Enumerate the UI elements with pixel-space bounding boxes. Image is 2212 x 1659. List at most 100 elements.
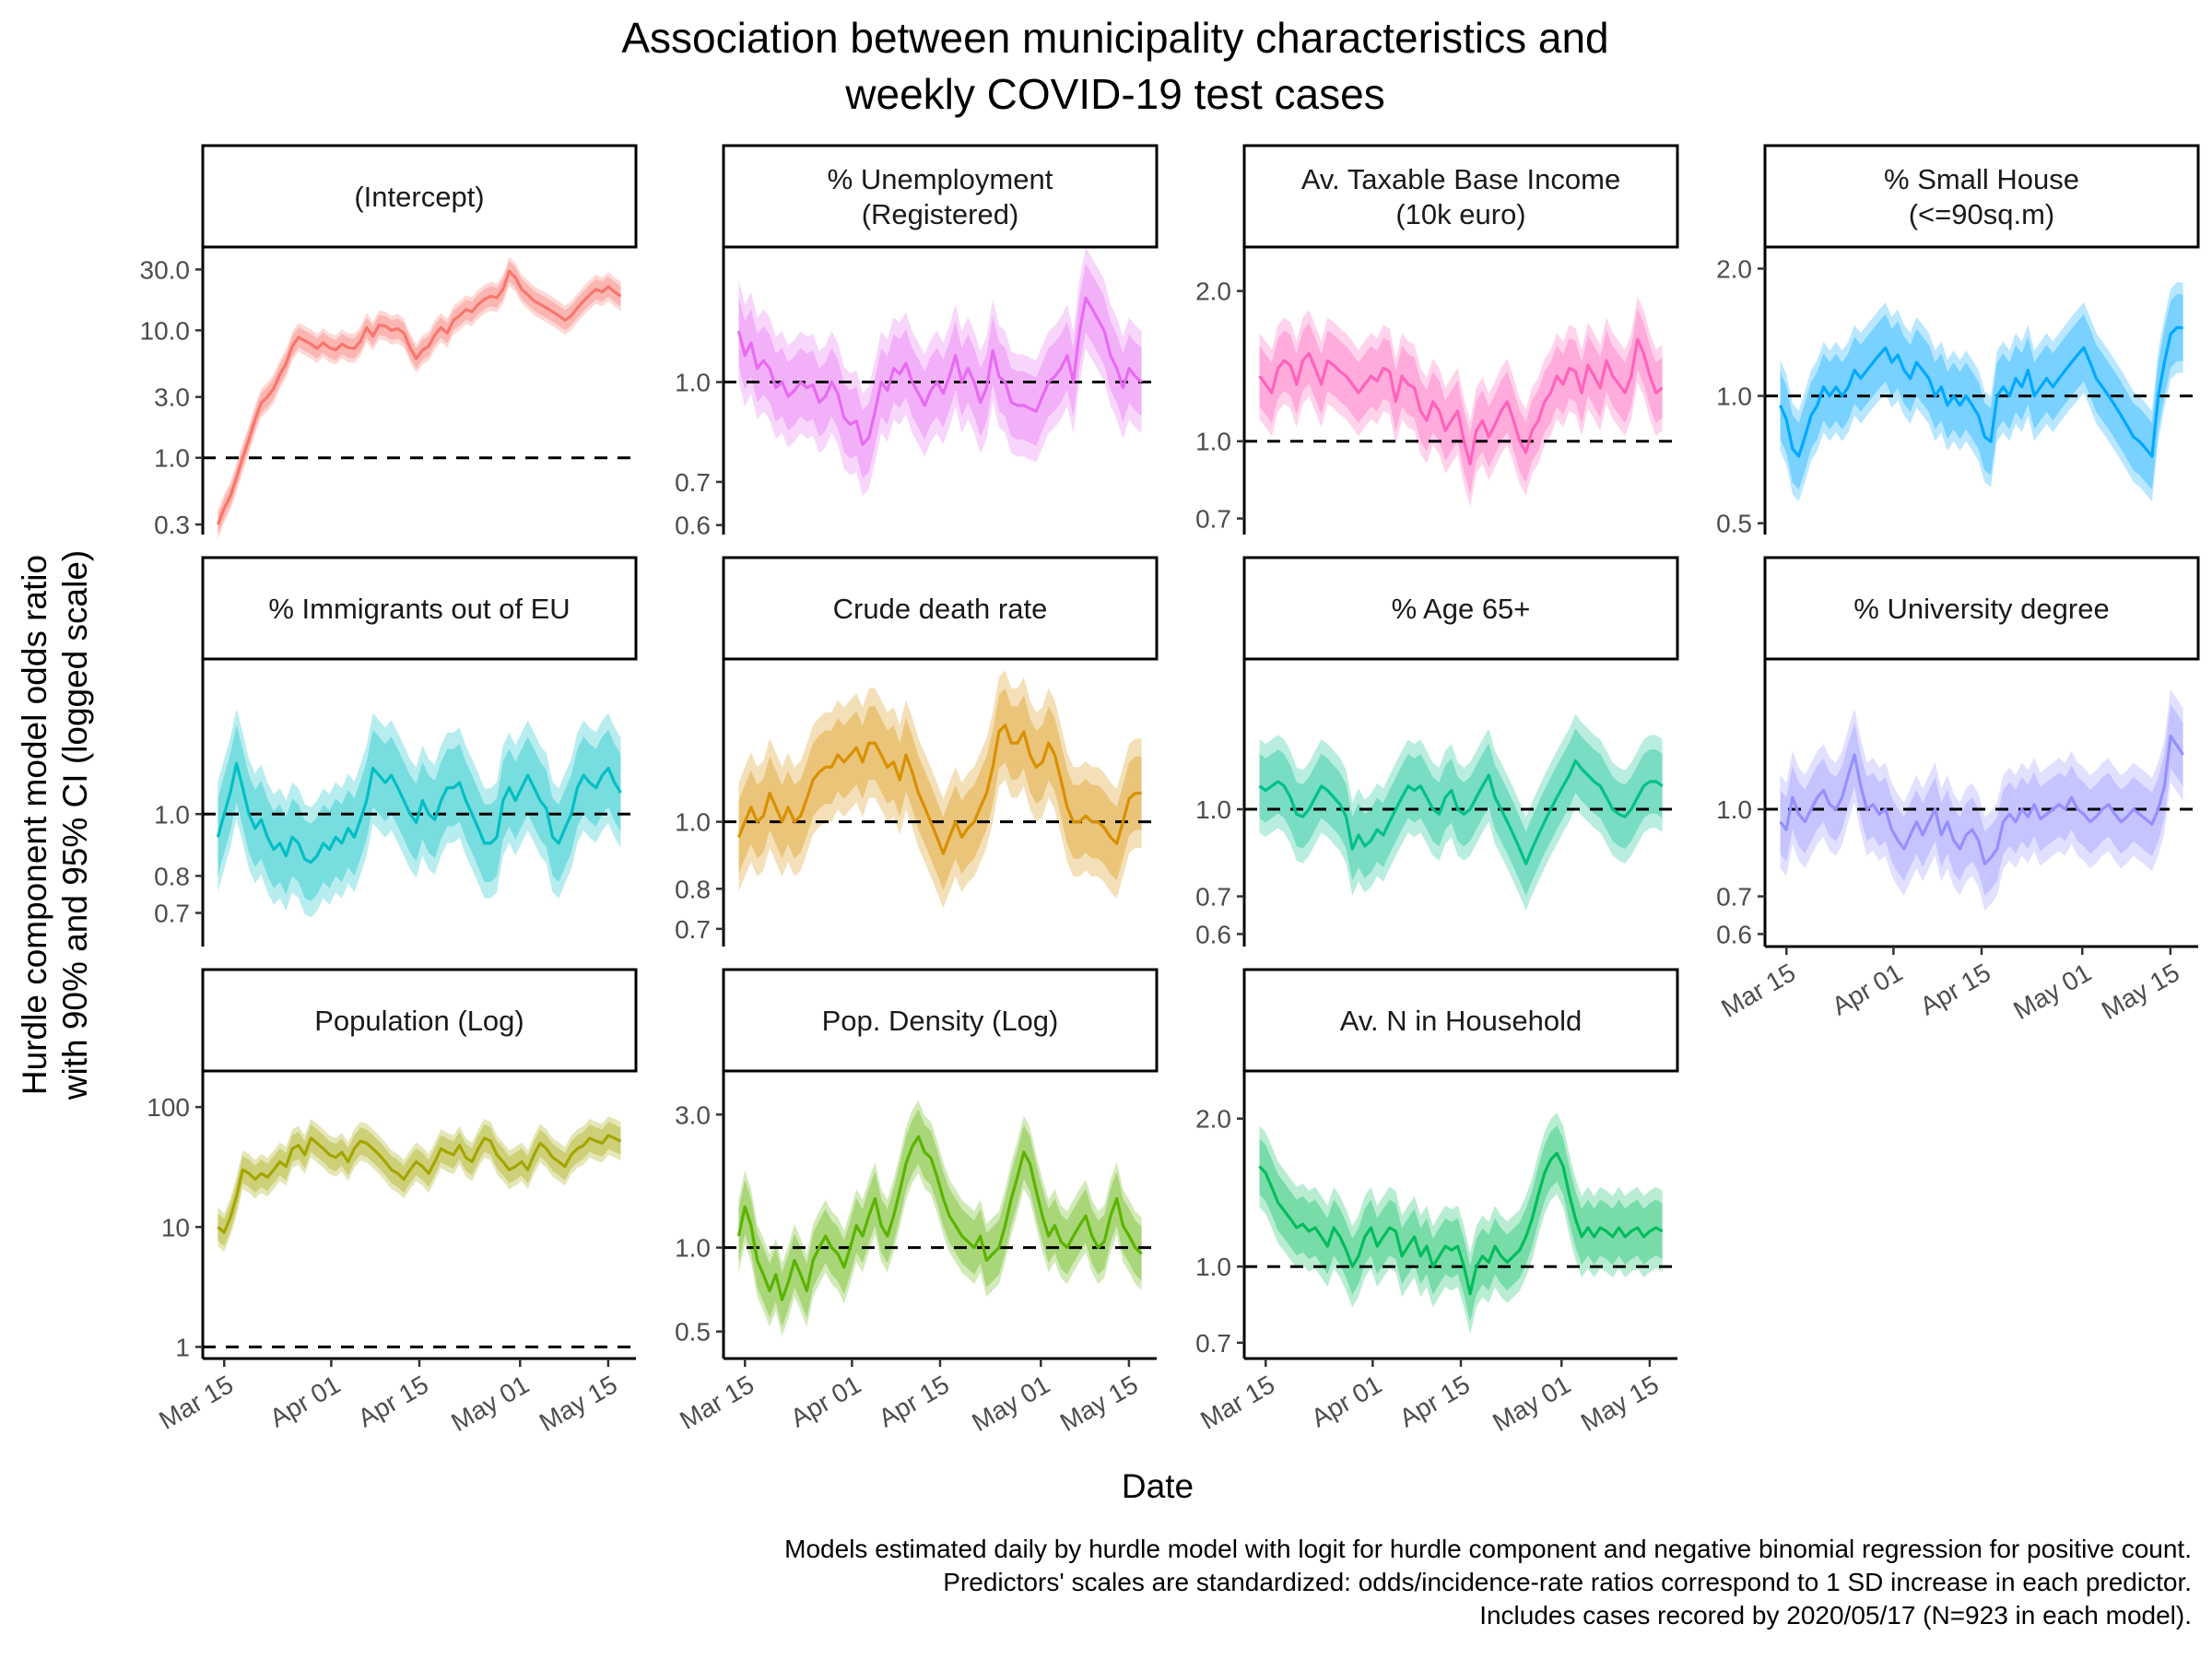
y-tick-label: 0.7	[1716, 883, 1752, 912]
y-tick-label: 0.3	[154, 511, 190, 539]
panel-strip-label: Crude death rate	[833, 593, 1048, 625]
y-tick-label: 1.0	[1195, 795, 1231, 824]
y-axis-title-line-2: with 90% and 95% CI (logged scale)	[56, 550, 94, 1100]
y-tick-label: 1	[175, 1333, 190, 1361]
y-tick-label: 0.7	[1195, 505, 1231, 534]
estimate-line	[1258, 337, 1664, 466]
chart-title-line-1: Association between municipality charact…	[621, 14, 1608, 62]
estimate-line	[217, 1134, 622, 1234]
panel-strip-label: (<=90sq.m)	[1909, 198, 2055, 230]
panel-strip-label: % Small House	[1884, 163, 2079, 195]
estimate-line	[1779, 734, 2184, 865]
panel-strip-box	[722, 144, 1159, 249]
panel-3: Av. Taxable Base Income(10k euro) 0.7 1.0 2…	[1195, 144, 1679, 535]
y-tick-label: 0.8	[154, 862, 190, 890]
estimate-line	[736, 296, 1143, 446]
y-tick-label: 100	[147, 1093, 190, 1122]
y-tick-label: 1.0	[154, 444, 190, 473]
y-tick-label: 0.8	[675, 875, 711, 903]
ci90-band	[218, 1122, 621, 1247]
panel-strip-label: Population (Log)	[314, 1005, 524, 1037]
estimate-line	[737, 724, 1142, 855]
y-tick-label: 0.7	[675, 915, 711, 944]
y-tick-label: 0.7	[675, 468, 711, 497]
ci95-band	[1780, 282, 2183, 502]
panel-strip-box	[201, 556, 638, 661]
y-tick-label: 2.0	[1195, 1105, 1231, 1134]
panel-strip-box	[1763, 556, 2200, 661]
y-tick-label: 30.0	[140, 255, 191, 284]
panel-1: (Intercept) 0.3 1.0 3.0 10.0 30.0	[140, 144, 638, 539]
panel-strip-label: % University degree	[1853, 593, 2109, 625]
panel-strip-box	[1242, 968, 1679, 1073]
y-axis-title: Hurdle component model odds ratio with 9…	[16, 550, 94, 1100]
panel-strip-box	[722, 968, 1159, 1073]
y-tick-label: 0.5	[675, 1318, 711, 1347]
panel-strip-label: Pop. Density (Log)	[822, 1005, 1059, 1037]
estimate-line	[216, 269, 622, 525]
panel-strip-label: Av. Taxable Base Income	[1301, 163, 1620, 195]
y-tick-label: 10	[161, 1213, 190, 1241]
ci95-band	[1780, 689, 2183, 911]
y-tick-label: 0.5	[1716, 510, 1752, 538]
panel-2: % Unemployment(Registered) 0.6 0.7 1.0	[675, 144, 1159, 540]
ci90-band	[1259, 1125, 1663, 1323]
panels-group: (Intercept) 0.3 1.0 3.0 10.0 30.0 % Unemployme…	[140, 144, 2200, 1437]
ci90-band	[738, 688, 1142, 890]
y-tick-label: 1.0	[675, 1234, 711, 1263]
y-tick-label: 0.7	[1195, 883, 1231, 912]
panel-strip-label: Av. N in Household	[1340, 1005, 1583, 1037]
estimate-line	[736, 1135, 1143, 1301]
y-tick-label: 2.0	[1716, 254, 1752, 283]
panel-strip-box	[201, 968, 638, 1073]
caption-line-1: Models estimated daily by hurdle model w…	[784, 1535, 2192, 1563]
panel-strip-box	[1763, 144, 2200, 249]
y-tick-label: 10.0	[140, 316, 191, 345]
panel-6: Crude death rate 0.7 0.8 1.0	[675, 556, 1159, 947]
ci95-band	[738, 1100, 1142, 1336]
estimate-line	[1258, 1151, 1664, 1296]
panel-strip-box	[201, 144, 638, 249]
y-axis-title-line-1: Hurdle component model odds ratio	[16, 555, 53, 1095]
estimate-line	[1258, 759, 1664, 865]
panel-strip-label: % Immigrants out of EU	[268, 593, 570, 625]
y-tick-label: 1.0	[1195, 1253, 1231, 1281]
y-tick-label: 1.0	[154, 800, 190, 829]
panel-strip-label: % Age 65+	[1392, 593, 1531, 625]
chart-title-line-2: weekly COVID-19 test cases	[844, 70, 1384, 118]
ci90-band	[738, 264, 1142, 479]
panel-strip-label: (Intercept)	[354, 181, 484, 213]
caption-line-3: Includes cases recored by 2020/05/17 (N=…	[1479, 1601, 2192, 1630]
panel-strip-box	[722, 556, 1159, 661]
panel-strip-box	[1242, 144, 1679, 249]
ci90-band	[738, 1109, 1142, 1327]
y-tick-label: 2.0	[1195, 277, 1231, 306]
panel-strip-label: (Registered)	[862, 198, 1019, 230]
y-tick-label: 1.0	[675, 369, 711, 397]
y-tick-label: 0.6	[1195, 920, 1231, 948]
ci95-band	[1259, 296, 1663, 508]
y-tick-label: 1.0	[1716, 795, 1752, 824]
ci95-band	[738, 670, 1142, 909]
estimate-line	[1779, 325, 2183, 458]
panel-4: % Small House(<=90sq.m) 0.5 1.0 2.0	[1716, 144, 2200, 538]
y-tick-label: 1.0	[675, 808, 711, 837]
y-tick-label: 1.0	[1195, 428, 1231, 456]
caption-line-2: Predictors' scales are standardized: odd…	[943, 1568, 2192, 1596]
ci90-band	[1780, 294, 2183, 490]
y-tick-label: 0.6	[675, 512, 711, 540]
y-tick-label: 1.0	[1716, 382, 1752, 411]
ci95-band	[738, 247, 1142, 496]
panel-strip-label: (10k euro)	[1395, 198, 1525, 230]
estimate-line	[216, 761, 622, 865]
panel-5: % Immigrants out of EU 0.7 0.8 1.0	[154, 556, 638, 947]
ci95-band	[218, 1116, 621, 1253]
y-tick-label: 0.7	[154, 900, 190, 928]
y-tick-label: 3.0	[154, 383, 190, 412]
panel-strip-label: % Unemployment	[828, 163, 1053, 195]
panel-strip-box	[1242, 556, 1679, 661]
ci95-band	[1259, 1112, 1663, 1335]
